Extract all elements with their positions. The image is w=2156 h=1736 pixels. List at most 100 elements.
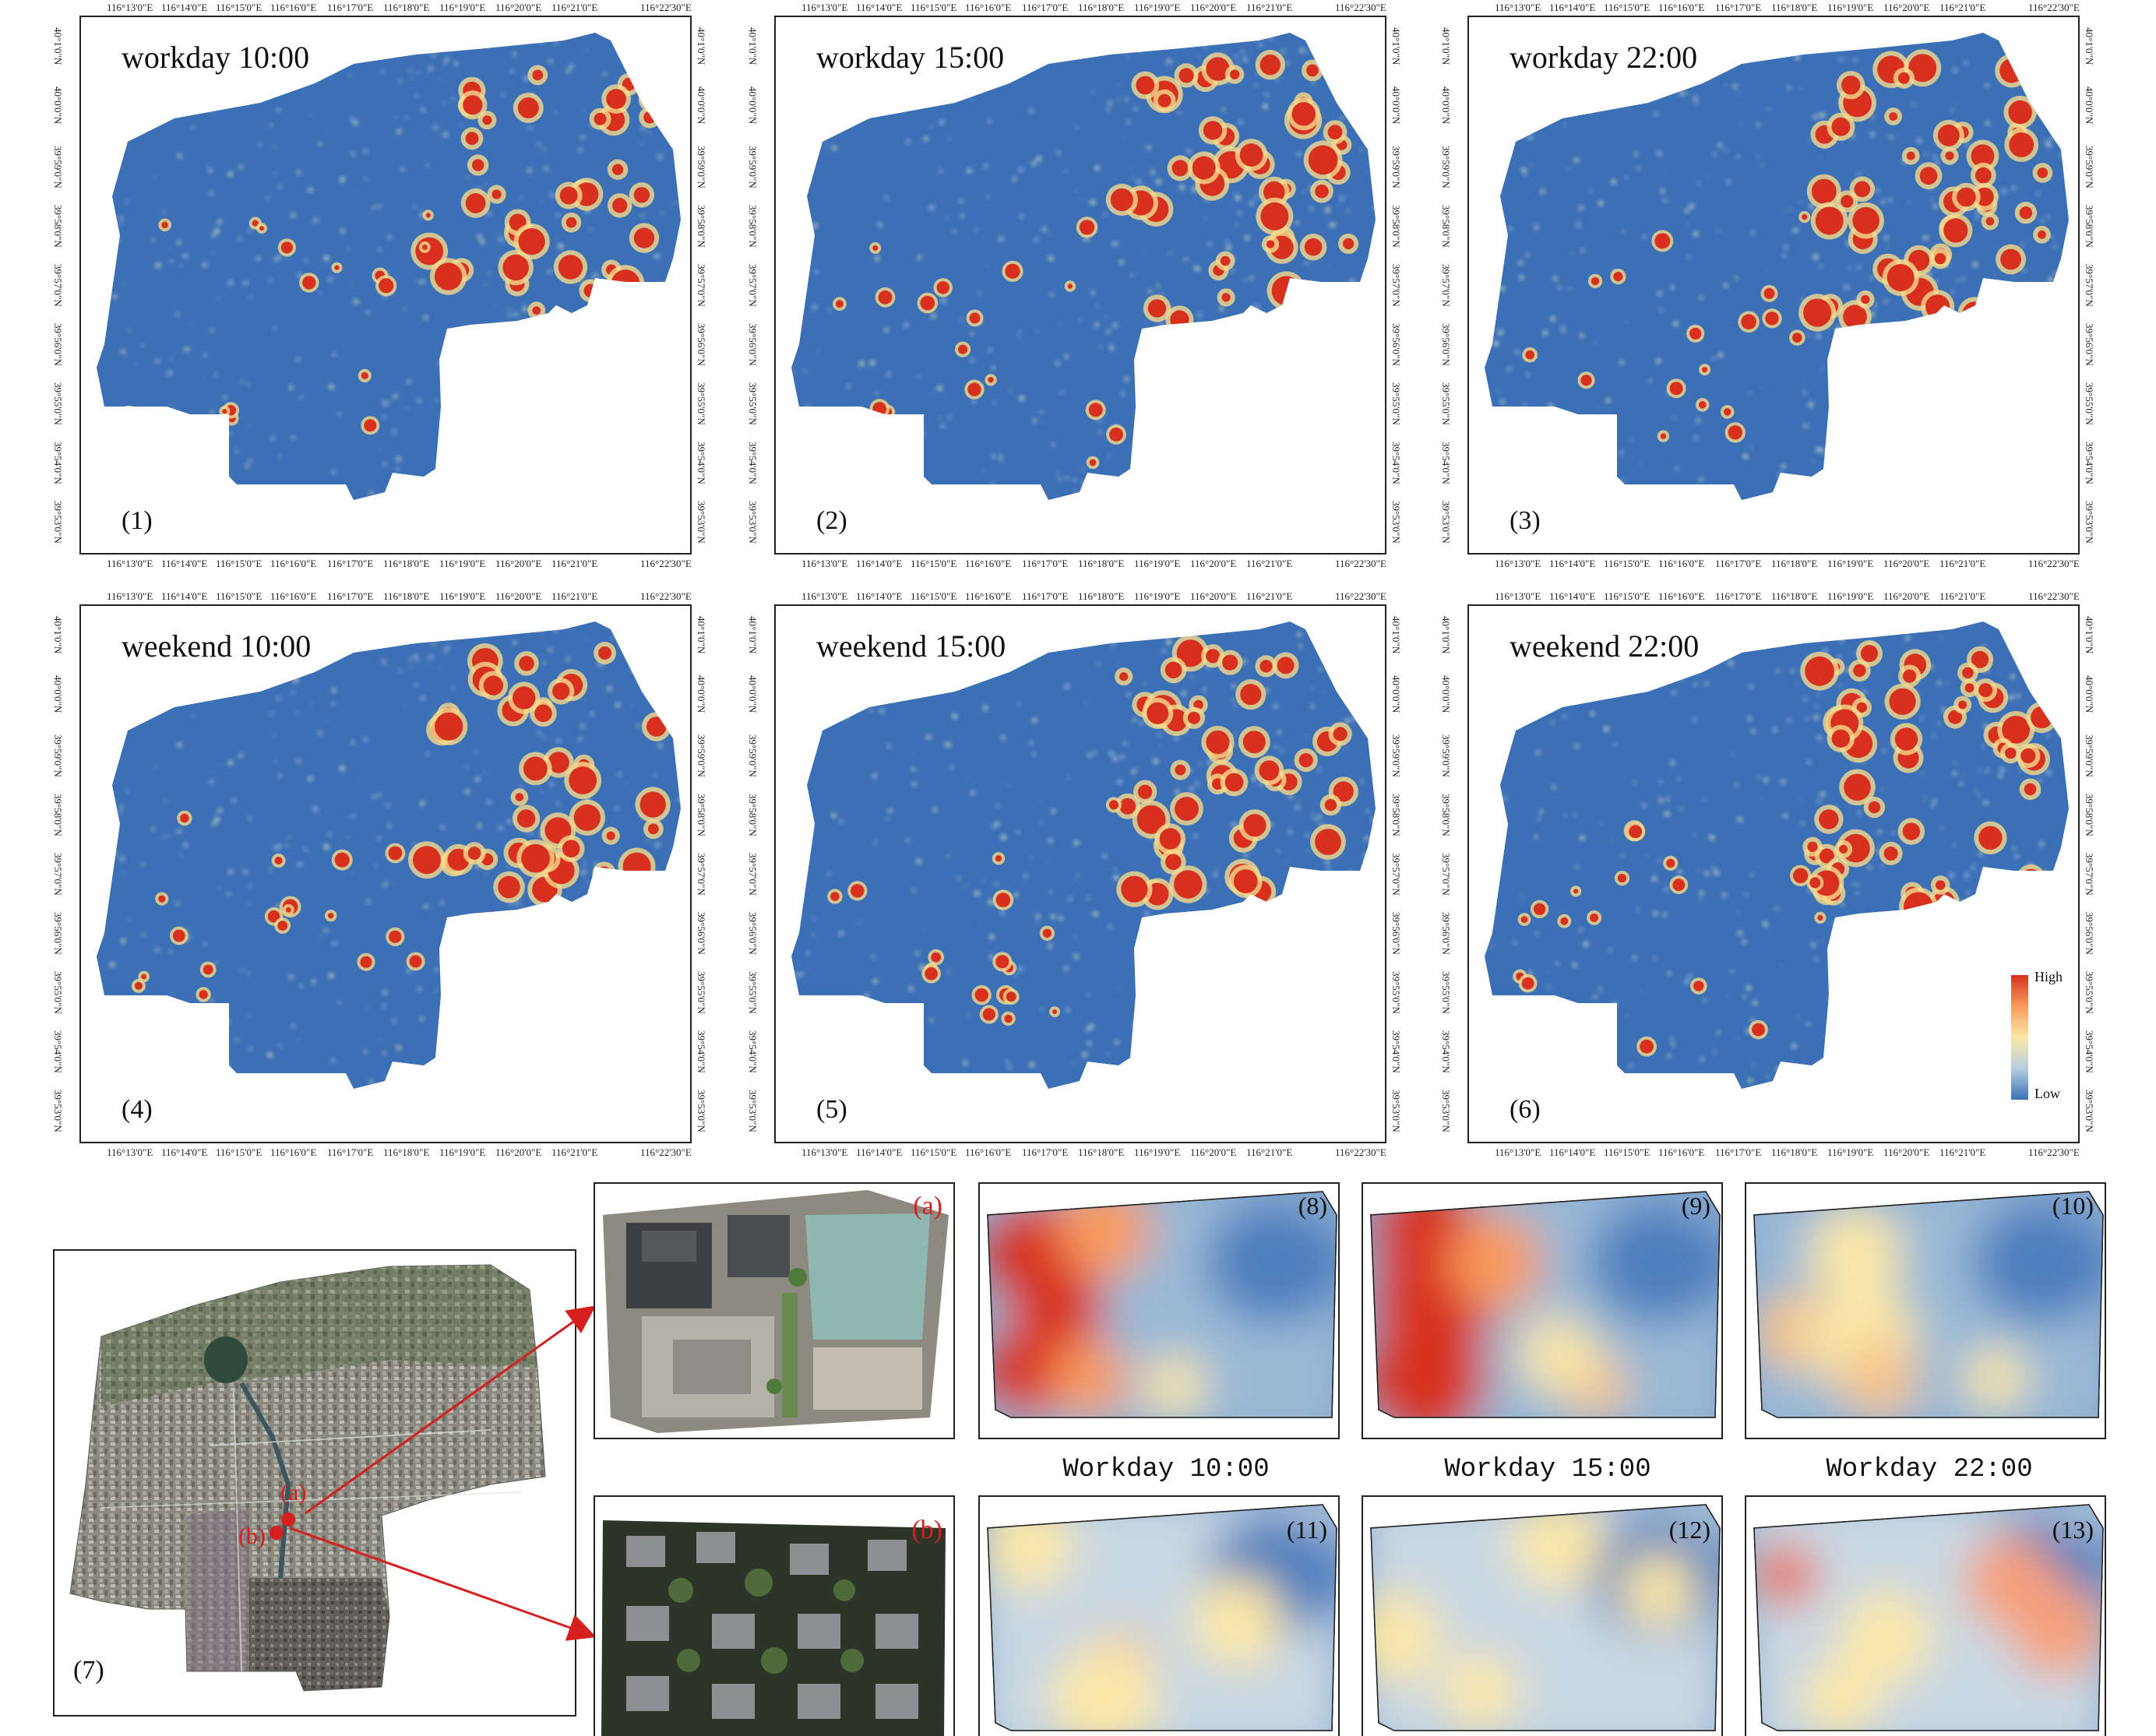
lon-tick-label: 116°16'0"E <box>270 2 317 13</box>
lon-tick-label: 116°21'0"E <box>1939 558 1986 569</box>
lon-tick-label: 116°21'0"E <box>551 558 598 569</box>
lat-tick-label: 39°56'0"N <box>747 323 759 366</box>
lon-tick-label: 116°22'30"E <box>1335 590 1386 602</box>
lon-tick-label: 116°19'0"E <box>1134 558 1181 569</box>
lon-tick-label: 116°16'0"E <box>965 558 1012 569</box>
lon-tick-label: 116°19'0"E <box>1827 590 1874 602</box>
lon-tick-label: 116°13'0"E <box>801 590 848 602</box>
detail-label-12: (12) <box>1668 1516 1710 1544</box>
lon-tick-label: 116°17'0"E <box>327 1146 374 1158</box>
lat-tick-label: 39°57'0"N <box>2084 264 2095 307</box>
lon-tick-label: 116°21'0"E <box>551 590 598 602</box>
lat-tick-label: 39°53'0"N <box>747 1090 759 1132</box>
lon-tick-label: 116°15'0"E <box>1604 2 1650 13</box>
lat-tick-label: 40°0'0"N <box>1390 675 1402 713</box>
lon-tick-label: 116°16'0"E <box>1658 1146 1705 1158</box>
lon-tick-label: 116°19'0"E <box>1134 2 1181 13</box>
lon-tick-label: 116°16'0"E <box>1658 590 1705 602</box>
heatmap-map-1 <box>97 33 681 500</box>
lon-tick-label: 116°20'0"E <box>495 2 542 13</box>
detail-label-9: (9) <box>1681 1192 1710 1220</box>
lat-tick-label: 39°58'0"N <box>696 205 707 248</box>
lon-tick-label: 116°15'0"E <box>1604 558 1650 569</box>
lon-tick-label: 116°14'0"E <box>856 1146 903 1158</box>
lat-tick-label: 39°58'0"N <box>1390 205 1402 248</box>
lat-tick-label: 39°56'0"N <box>1440 323 1452 366</box>
lon-tick-label: 116°17'0"E <box>1022 1146 1069 1158</box>
lat-tick-label: 39°56'0"N <box>1440 912 1452 955</box>
lat-tick-label: 39°55'0"N <box>747 971 759 1014</box>
lat-tick-label: 39°58'0"N <box>52 794 64 836</box>
lat-tick-label: 40°1'0"N <box>696 616 707 654</box>
lon-tick-label: 116°21'0"E <box>1246 558 1293 569</box>
lat-tick-label: 39°53'0"N <box>2084 1090 2095 1132</box>
heatmap-panel-4: weekend 10:00 (4) <box>79 604 692 1143</box>
lon-tick-label: 116°19'0"E <box>1134 1146 1181 1158</box>
lat-tick-label: 39°58'0"N <box>1390 794 1402 836</box>
lon-tick-label: 116°14'0"E <box>1549 558 1596 569</box>
lon-tick-label: 116°14'0"E <box>161 2 208 13</box>
lat-tick-label: 39°59'0"N <box>2084 146 2095 188</box>
detail-heat-panel-8: (8) <box>978 1182 1340 1439</box>
lat-tick-label: 40°0'0"N <box>52 675 64 713</box>
lat-tick-label: 39°56'0"N <box>2084 912 2095 955</box>
lat-tick-label: 39°53'0"N <box>52 1090 64 1132</box>
lon-tick-label: 116°15'0"E <box>911 558 957 569</box>
lon-tick-label: 116°22'30"E <box>2028 558 2080 569</box>
lon-tick-label: 116°13'0"E <box>801 2 848 13</box>
lon-tick-label: 116°22'30"E <box>1335 2 1386 13</box>
lon-tick-label: 116°16'0"E <box>965 590 1012 602</box>
lat-tick-label: 39°59'0"N <box>52 146 64 188</box>
lat-tick-label: 39°59'0"N <box>1440 146 1452 188</box>
lon-tick-label: 116°19'0"E <box>1827 1146 1874 1158</box>
lat-tick-label: 40°1'0"N <box>52 27 64 65</box>
lat-tick-label: 39°56'0"N <box>696 912 707 955</box>
lat-tick-label: 39°54'0"N <box>52 442 64 484</box>
lat-tick-label: 39°55'0"N <box>2084 971 2095 1014</box>
lat-tick-label: 40°1'0"N <box>2084 616 2095 654</box>
lon-tick-label: 116°13'0"E <box>1495 2 1541 13</box>
inset-b-imagery <box>601 1520 946 1736</box>
detail-heat-panel-12: (12) <box>1362 1495 1723 1736</box>
lat-tick-label: 39°57'0"N <box>696 853 707 896</box>
lat-tick-label: 40°0'0"N <box>1440 675 1452 713</box>
inset-a-label: (a) <box>913 1192 942 1220</box>
lon-tick-label: 116°20'0"E <box>1883 590 1930 602</box>
lon-tick-label: 116°19'0"E <box>1827 558 1874 569</box>
detail-heatmap-12 <box>1370 1504 1721 1731</box>
lat-tick-label: 39°57'0"N <box>1390 853 1402 896</box>
heatmap-map-6 <box>1485 622 2069 1089</box>
lon-tick-label: 116°20'0"E <box>1190 590 1237 602</box>
lat-tick-label: 39°59'0"N <box>2084 734 2095 777</box>
detail-heatmap-9 <box>1370 1191 1721 1418</box>
lon-tick-label: 116°14'0"E <box>1549 590 1596 602</box>
lon-tick-label: 116°17'0"E <box>327 590 374 602</box>
lon-tick-label: 116°17'0"E <box>1715 1146 1762 1158</box>
lon-tick-label: 116°15'0"E <box>216 2 262 13</box>
lat-tick-label: 40°1'0"N <box>1440 616 1452 654</box>
lon-tick-label: 116°16'0"E <box>270 1146 317 1158</box>
lat-tick-label: 39°56'0"N <box>2084 323 2095 366</box>
lat-tick-label: 39°57'0"N <box>1390 264 1402 307</box>
panel-label-2: (2) <box>816 506 847 535</box>
lat-tick-label: 39°56'0"N <box>52 912 64 955</box>
lon-tick-label: 116°18'0"E <box>383 558 430 569</box>
lat-tick-label: 40°0'0"N <box>696 675 707 713</box>
lat-tick-label: 39°54'0"N <box>1440 1030 1452 1073</box>
lat-tick-label: 40°0'0"N <box>1440 86 1452 125</box>
lon-tick-label: 116°15'0"E <box>216 1146 262 1158</box>
lat-tick-label: 39°54'0"N <box>2084 1030 2095 1073</box>
lon-tick-label: 116°22'30"E <box>640 2 692 13</box>
lon-tick-label: 116°15'0"E <box>911 2 957 13</box>
lon-tick-label: 116°14'0"E <box>856 558 903 569</box>
panel-label-3: (3) <box>1510 506 1541 535</box>
lon-tick-label: 116°18'0"E <box>1078 2 1125 13</box>
lat-tick-label: 39°58'0"N <box>2084 205 2095 248</box>
lon-tick-label: 116°21'0"E <box>1939 1146 1986 1158</box>
lon-tick-label: 116°20'0"E <box>495 590 542 602</box>
lat-tick-label: 40°0'0"N <box>52 86 64 125</box>
lat-tick-label: 39°54'0"N <box>1390 1030 1402 1073</box>
lat-tick-label: 40°0'0"N <box>2084 86 2095 125</box>
lat-tick-label: 39°55'0"N <box>1440 382 1452 425</box>
lat-tick-label: 39°57'0"N <box>52 264 64 307</box>
